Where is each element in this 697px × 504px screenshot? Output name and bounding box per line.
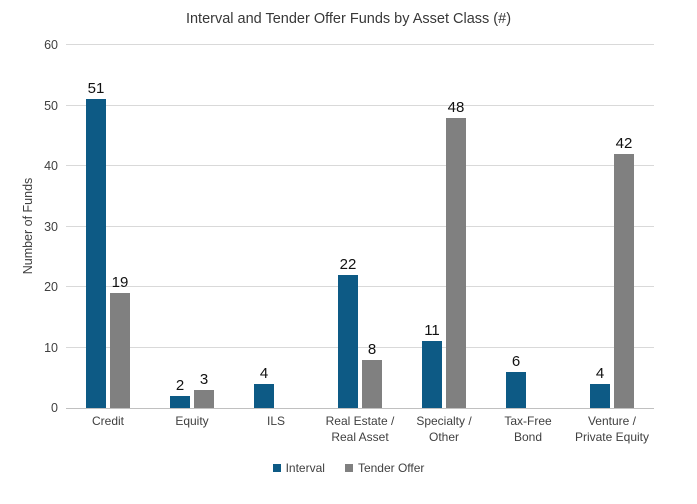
bar-group-specialty-other: 11 48 xyxy=(402,45,486,408)
bar-interval-tax-free-bond xyxy=(506,371,526,408)
bar-group-real-estate-real-asset: 22 8 xyxy=(318,45,402,408)
x-category-label-specialty-other: Specialty / Other xyxy=(402,414,486,445)
bar-value-label: 19 xyxy=(111,274,129,292)
gridline-50 xyxy=(66,104,654,106)
x-category-label-line: Venture / xyxy=(587,414,637,428)
x-category-label-line: Specialty / xyxy=(416,414,472,428)
bar-slot-interval: 51 xyxy=(86,45,106,408)
bar-slot-interval: 11 xyxy=(422,45,442,408)
y-tick-label: 50 xyxy=(44,98,58,113)
x-category-label-line: Tax-Free xyxy=(504,414,552,428)
gridline-10 xyxy=(66,346,654,348)
chart-title: Interval and Tender Offer Funds by Asset… xyxy=(185,11,512,27)
legend-swatch-interval xyxy=(272,464,281,472)
legend-item-interval: Interval xyxy=(272,461,325,475)
x-axis-category-labels: Credit Equity ILS Real Estate / Real Asset Sp… xyxy=(66,414,654,445)
y-axis-tick-labels: 0 10 20 30 40 50 60 xyxy=(0,38,58,415)
bar-value-label: 4 xyxy=(595,364,605,382)
bar-tender-offer-real-estate-real-asset xyxy=(362,359,382,408)
bar-group-ils: 4 xyxy=(234,45,318,408)
legend-label-interval: Interval xyxy=(285,461,325,475)
bar-slot-tender-offer xyxy=(530,45,550,408)
gridline-60 xyxy=(66,44,654,45)
bar-value-label: 42 xyxy=(615,134,633,152)
bar-slot-interval: 6 xyxy=(506,45,526,408)
bar-groups: 51 19 2 3 4 22 8 11 48 6 4 42 xyxy=(66,45,654,408)
bar-slot-tender-offer: 8 xyxy=(362,45,382,408)
bar-value-label: 48 xyxy=(447,98,465,116)
x-category-label-line: Equity xyxy=(175,414,209,428)
bar-interval-equity xyxy=(170,395,190,408)
y-tick-label: 30 xyxy=(44,219,58,234)
x-category-label-tax-free-bond: Tax-Free Bond xyxy=(486,414,570,445)
x-category-label-line: Private Equity xyxy=(574,429,650,444)
bar-value-label: 4 xyxy=(259,364,269,382)
x-category-label-venture-private-equity: Venture / Private Equity xyxy=(570,414,654,445)
bar-slot-tender-offer: 48 xyxy=(446,45,466,408)
bar-slot-interval: 2 xyxy=(170,45,190,408)
legend: Interval Tender Offer xyxy=(0,461,697,475)
legend-label-tender-offer: Tender Offer xyxy=(357,461,425,475)
bar-value-label: 22 xyxy=(339,255,357,273)
plot-area: 51 19 2 3 4 22 8 11 48 6 4 42 xyxy=(66,44,654,409)
x-category-label-line: Real Asset xyxy=(331,429,389,444)
y-tick-label: 60 xyxy=(44,38,58,52)
bar-value-label: 11 xyxy=(424,322,440,340)
bar-interval-specialty-other xyxy=(422,341,442,408)
bar-interval-venture-private-equity xyxy=(590,383,610,408)
gridline-40 xyxy=(66,165,654,166)
bar-group-venture-private-equity: 4 42 xyxy=(570,45,654,408)
legend-item-tender-offer: Tender Offer xyxy=(344,461,425,475)
bar-tender-offer-specialty-other xyxy=(446,117,466,408)
bar-interval-ils xyxy=(254,383,274,408)
bar-slot-tender-offer xyxy=(278,45,298,408)
x-category-label-line: ILS xyxy=(266,414,285,428)
bar-value-label: 3 xyxy=(199,370,209,388)
x-category-label-line: Bond xyxy=(513,429,543,444)
bar-group-tax-free-bond: 6 xyxy=(486,45,570,408)
bar-value-label: 8 xyxy=(367,340,377,358)
x-category-label-ils: ILS xyxy=(234,414,318,445)
y-tick-label: 20 xyxy=(44,280,58,295)
x-category-label-line: Other xyxy=(428,429,459,444)
legend-swatch-tender-offer xyxy=(344,464,353,472)
bar-value-label: 2 xyxy=(175,376,185,394)
bar-tender-offer-venture-private-equity xyxy=(614,153,634,408)
bar-slot-tender-offer: 3 xyxy=(194,45,214,408)
x-category-label-line: Real Estate / xyxy=(325,414,395,428)
bar-slot-interval: 22 xyxy=(338,45,358,408)
y-tick-label: 0 xyxy=(51,401,58,415)
gridline-30 xyxy=(66,225,654,227)
y-tick-label: 40 xyxy=(44,159,58,174)
x-category-label-credit: Credit xyxy=(66,414,150,445)
gridline-20 xyxy=(66,286,654,287)
bar-group-credit: 51 19 xyxy=(66,45,150,408)
bar-interval-credit xyxy=(86,99,106,408)
bar-tender-offer-credit xyxy=(110,293,130,408)
bar-value-label: 51 xyxy=(87,80,105,98)
bar-slot-interval: 4 xyxy=(254,45,274,408)
bar-interval-real-estate-real-asset xyxy=(338,274,358,408)
x-category-label-real-estate-real-asset: Real Estate / Real Asset xyxy=(318,414,402,445)
x-category-label-equity: Equity xyxy=(150,414,234,445)
bar-value-label: 6 xyxy=(511,352,521,370)
bar-slot-tender-offer: 42 xyxy=(614,45,634,408)
bar-slot-interval: 4 xyxy=(590,45,610,408)
bar-tender-offer-equity xyxy=(194,389,214,408)
bar-slot-tender-offer: 19 xyxy=(110,45,130,408)
y-tick-label: 10 xyxy=(44,340,58,355)
x-category-label-line: Credit xyxy=(91,414,124,428)
